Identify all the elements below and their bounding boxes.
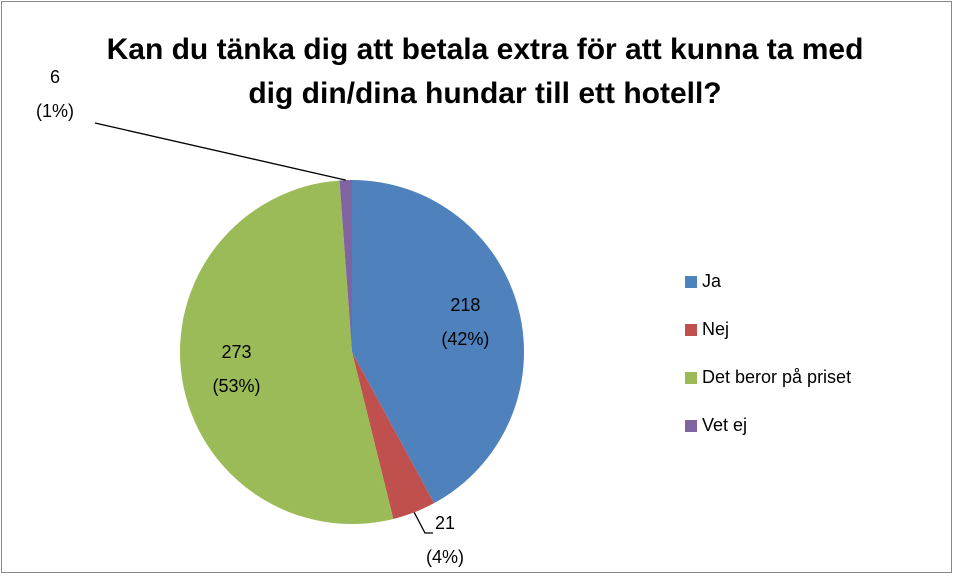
chart-title: Kan du tänka dig att betala extra för at… (106, 33, 864, 110)
data-label-percent: (53%) (212, 376, 260, 396)
data-label: 273 (221, 342, 251, 362)
legend-swatch (685, 324, 697, 336)
data-label: 218 (450, 295, 480, 315)
data-label-percent: (1%) (36, 101, 74, 121)
pie-slice (339, 180, 352, 352)
data-label-percent: (4%) (426, 547, 464, 567)
leader-line (94, 122, 346, 181)
legend-label: Ja (702, 271, 722, 291)
pie-slice (352, 180, 524, 504)
data-label: 21 (435, 513, 455, 533)
legend-label: Nej (702, 319, 729, 339)
legend-label: Vet ej (702, 415, 747, 435)
data-label-percent: (42%) (441, 329, 489, 349)
legend-swatch (685, 372, 697, 384)
pie-slice (179, 180, 394, 525)
legend-label: Det beror på priset (702, 367, 851, 387)
legend-swatch (685, 420, 697, 432)
pie-slice (352, 352, 435, 519)
legend-swatch (685, 276, 697, 288)
data-label: 6 (50, 67, 60, 87)
leader-line (413, 512, 433, 534)
